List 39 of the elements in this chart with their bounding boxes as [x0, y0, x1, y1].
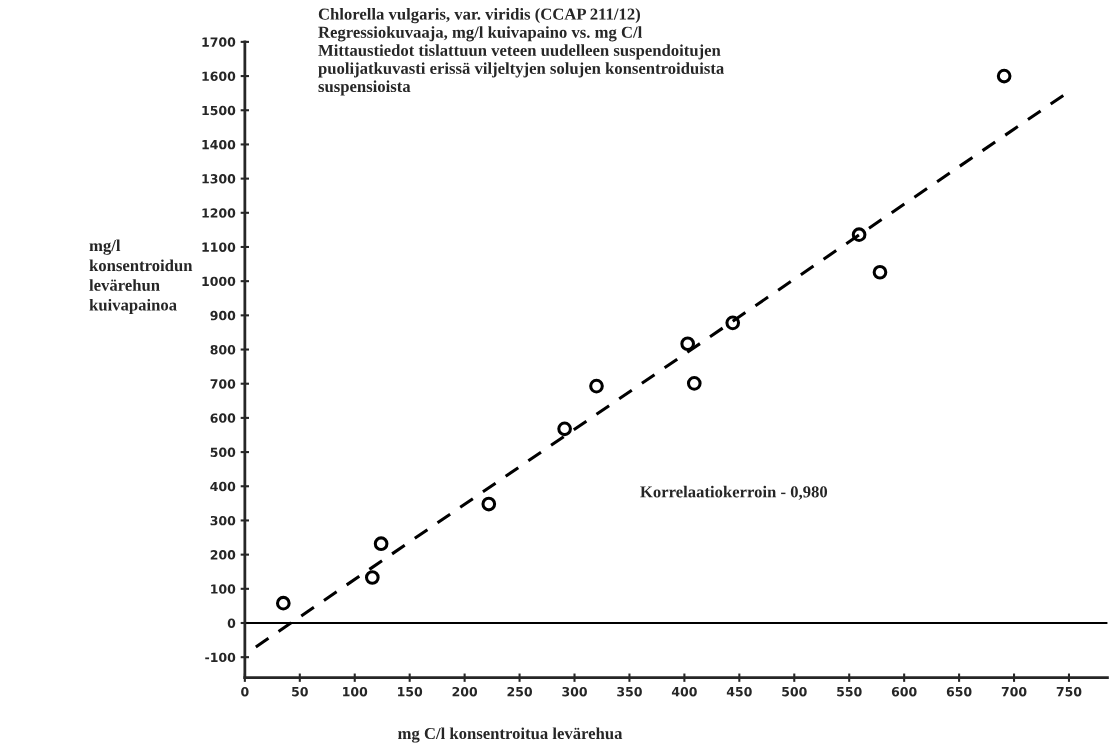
x-tick-label: 50 [292, 686, 308, 697]
x-tick-label: 350 [617, 686, 642, 697]
x-tick-label: 0 [241, 686, 249, 697]
x-tick-label: 100 [343, 686, 368, 697]
y-tick-label: 400 [210, 481, 236, 492]
y-tick-label: 100 [211, 584, 236, 594]
annotation: Korrelaatiokerroin - 0,980 [640, 485, 828, 500]
y-tick-label: 500 [210, 447, 236, 458]
y-tick-label: 1300 [202, 174, 236, 184]
y-tick-label: 700 [210, 379, 236, 389]
y-tick-label: 1200 [202, 208, 236, 218]
y-axis-title: mg/l konsentroidun levärehun kuivapainoa [89, 239, 193, 314]
x-axis-title: mg C/l konsentroitua levärehua [398, 727, 623, 743]
x-tick-label: 750 [1056, 686, 1082, 697]
y-tick-label: 1000 [202, 276, 236, 287]
y-tick-label: 1700 [202, 37, 236, 47]
x-tick-label: 400 [671, 686, 697, 697]
chart-title: Chlorella vulgaris, var. viridis (CCAP 211/12) Regressiokuvaaja, mg/l kuivapaino vs. mg C/l Mittaustiedot tislattuun veteen uudelleen suspendoitujen puolijatkuvasti erissä viljeltyjen solujen konsentroiduista suspensioista [318, 8, 724, 96]
y-tick-label: 0 [227, 618, 236, 628]
y-tick-label: 800 [210, 345, 236, 355]
x-tick-label: 200 [452, 686, 478, 697]
y-tick-label: 200 [210, 550, 236, 560]
y-tick-label: 1600 [202, 71, 236, 81]
y-tick-label: 1400 [202, 139, 236, 150]
y-tick-label: 900 [210, 310, 236, 321]
y-tick-label: 600 [210, 413, 236, 423]
x-tick-label: 300 [562, 686, 587, 697]
x-tick-label: 700 [1001, 686, 1027, 697]
y-tick-label: 1500 [202, 105, 236, 116]
x-tick-label: 550 [837, 686, 862, 697]
x-tick-label: 250 [507, 686, 533, 697]
x-tick-label: 600 [891, 686, 917, 697]
x-tick-label: 500 [782, 686, 807, 697]
x-tick-label: 650 [946, 686, 972, 697]
y-tick-label: 1100 [202, 242, 236, 252]
y-tick-label: 300 [210, 515, 236, 526]
y-tick-label: -100 [205, 652, 236, 663]
x-tick-label: 450 [726, 686, 752, 697]
x-tick-label: 150 [398, 686, 423, 697]
